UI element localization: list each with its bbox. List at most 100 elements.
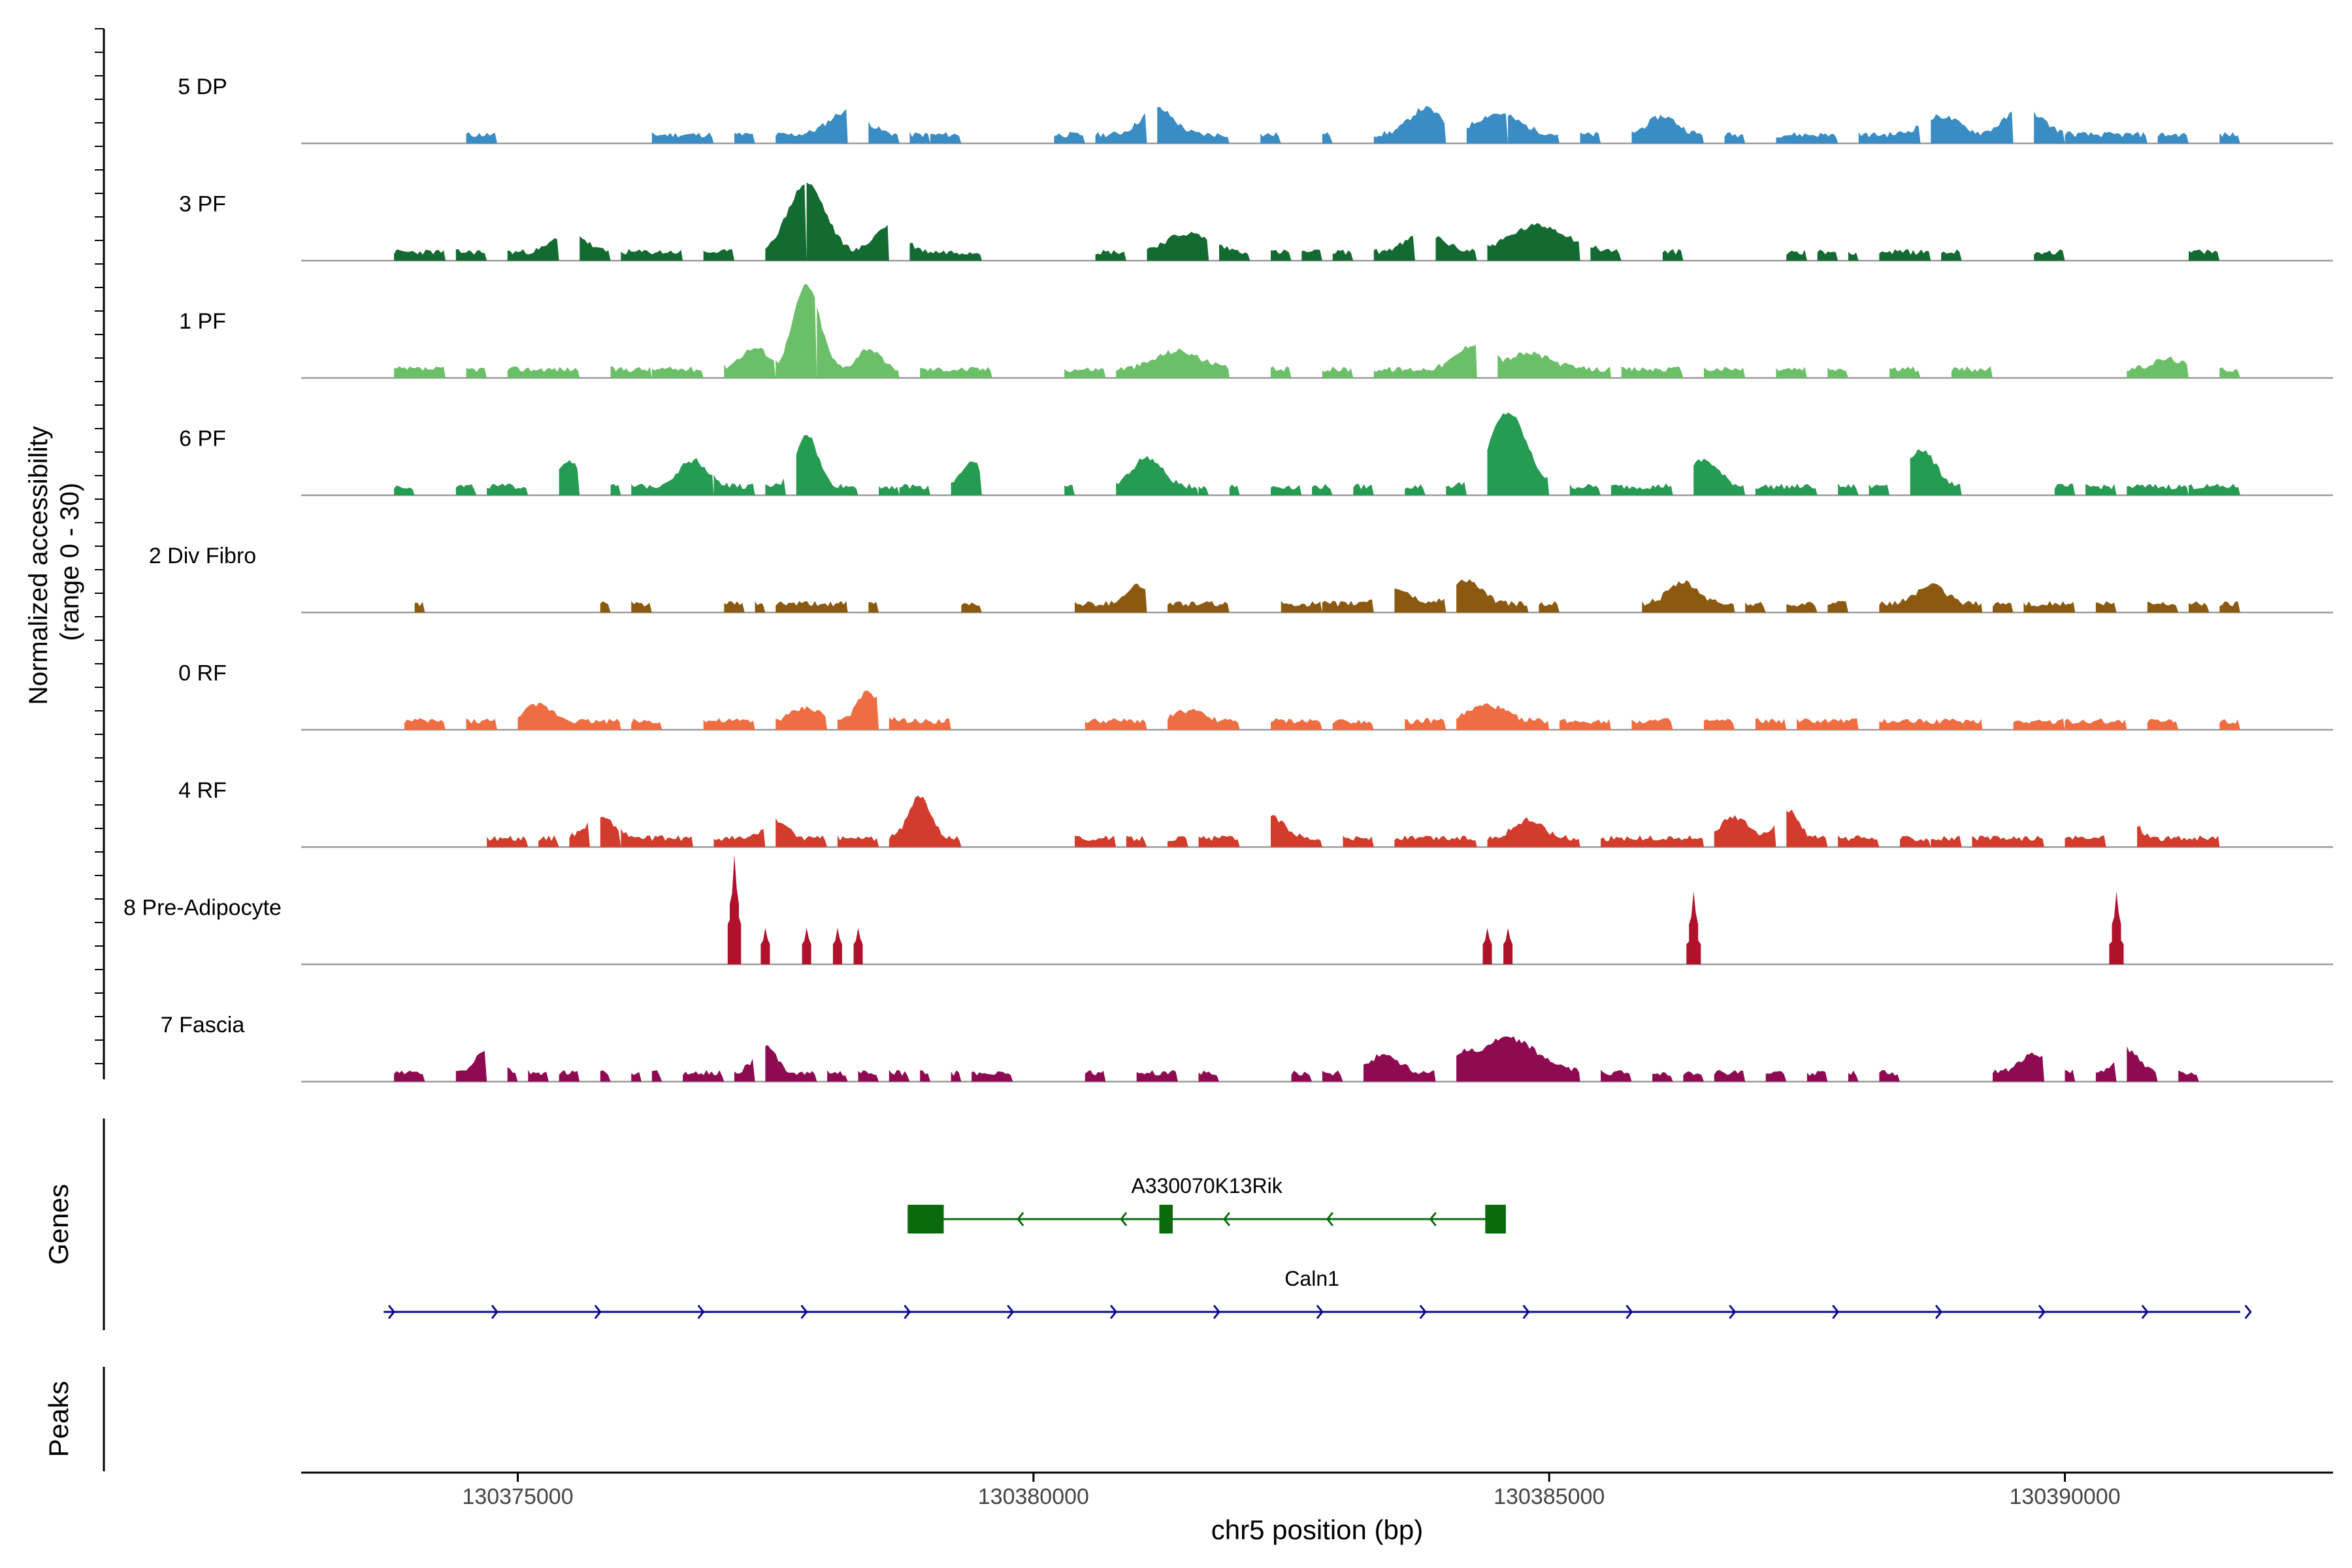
coverage-segment xyxy=(1631,115,1704,144)
coverage-segment xyxy=(1765,1071,1787,1082)
coverage-segment xyxy=(1776,367,1807,378)
coverage-segment xyxy=(1610,483,1673,495)
coverage-segment xyxy=(1487,817,1580,847)
coverage-segment xyxy=(1951,366,1993,378)
coverage-segment xyxy=(1755,483,1818,495)
coverage-segment xyxy=(1786,250,1807,261)
coverage-segment xyxy=(2189,601,2210,613)
exon xyxy=(1159,1205,1173,1233)
coverage-segment xyxy=(538,835,559,847)
coverage-segment xyxy=(1405,718,1446,730)
coverage-segment xyxy=(1095,113,1147,144)
coverage-segment xyxy=(621,828,693,847)
coverage-segment xyxy=(1858,125,1921,144)
coverage-segment xyxy=(2219,719,2240,730)
coverage-segment xyxy=(1435,236,1477,261)
coverage-segment xyxy=(2085,483,2117,495)
coverage-segment xyxy=(2034,111,2065,144)
coverage-segment xyxy=(2013,718,2065,730)
coverage-segment xyxy=(1198,485,1209,495)
coverage-segment xyxy=(2095,1062,2117,1082)
strand-arrow xyxy=(904,1305,911,1319)
track-0-rf: 0 RF xyxy=(178,661,2333,731)
coverage-segment xyxy=(972,1071,1013,1082)
coverage-segment xyxy=(517,702,621,730)
coverage-peak xyxy=(1482,928,1492,964)
coverage-segment xyxy=(1848,1070,1859,1082)
coverage-segment xyxy=(920,367,992,378)
coverage-segment xyxy=(1848,252,1859,261)
coverage-segment xyxy=(1116,348,1230,378)
coverage-segment xyxy=(817,306,900,378)
coverage-segment xyxy=(1910,449,1962,495)
coverage-segment xyxy=(1487,412,1550,495)
coverage-segment xyxy=(713,828,766,847)
coverage-segment xyxy=(1993,602,2014,613)
strand-arrow xyxy=(2244,1305,2252,1319)
coverage-peak xyxy=(832,928,842,964)
coverage-segment xyxy=(1446,482,1467,495)
gene-a330070k13rik: A330070K13Rik xyxy=(907,1174,1506,1233)
tracks-y-ticks xyxy=(95,28,104,1064)
coverage-segment xyxy=(1198,835,1240,847)
coverage-segment xyxy=(1116,455,1199,495)
coverage-segment xyxy=(683,1070,725,1082)
coverage-segment xyxy=(951,1070,962,1082)
coverage-segment xyxy=(1466,113,1509,144)
exon xyxy=(1485,1205,1506,1233)
coverage-segment xyxy=(776,818,828,847)
coverage-segment xyxy=(610,366,652,378)
coverage-segment xyxy=(776,284,817,378)
gene-caln1: Caln1 xyxy=(384,1267,2252,1319)
coverage-segment xyxy=(1301,249,1322,261)
coverage-segment xyxy=(1776,132,1838,144)
coverage-segment xyxy=(1931,836,1962,847)
strand-arrow xyxy=(2038,1305,2046,1319)
coverage-segment xyxy=(734,1058,755,1082)
coverage-segment xyxy=(1683,1071,1704,1082)
coverage-segment xyxy=(631,458,714,495)
track-label: 3 PF xyxy=(179,192,226,217)
coverage-segment xyxy=(1993,1052,2044,1082)
coverage-segment xyxy=(600,817,621,847)
coverage-segment xyxy=(1714,815,1776,847)
coverage-segment xyxy=(1879,1070,1900,1082)
coverage-segment xyxy=(1054,132,1085,144)
genes-panel-label: Genes xyxy=(43,1184,74,1265)
coverage-segment xyxy=(651,1070,662,1082)
coverage-segment xyxy=(1590,245,1622,261)
coverage-segment xyxy=(1704,367,1746,378)
coverage-segment xyxy=(1085,718,1147,730)
coverage-segment xyxy=(2065,718,2127,730)
coverage-segment xyxy=(1601,1070,1632,1082)
coverage-segment xyxy=(600,601,611,613)
strand-arrow xyxy=(2141,1305,2149,1319)
coverage-segment xyxy=(1322,132,1333,144)
strand-arrow xyxy=(800,1305,808,1319)
coverage-peak xyxy=(1503,928,1513,964)
strand-arrow xyxy=(1935,1305,1943,1319)
coverage-peak xyxy=(760,928,770,964)
coverage-segment xyxy=(734,133,755,144)
coverage-segment xyxy=(1271,485,1302,495)
coverage-segment xyxy=(1405,484,1426,495)
coverage-segment xyxy=(1147,231,1209,261)
coverage-segment xyxy=(466,718,497,730)
coverage-segment xyxy=(1394,588,1446,613)
coverage-segment xyxy=(1085,1070,1106,1082)
coverage-segment xyxy=(1373,344,1477,378)
coverage-segment xyxy=(1322,1070,1343,1082)
strand-arrow xyxy=(1326,1212,1333,1226)
coverage-peak xyxy=(2109,928,2124,964)
coverage-segment xyxy=(1745,602,1766,613)
coverage-segment xyxy=(837,690,879,730)
coverage-segment xyxy=(1271,250,1292,261)
coverage-peak xyxy=(802,928,811,964)
coverage-segment xyxy=(776,706,828,730)
coverage-segment xyxy=(1373,236,1415,261)
strand-arrow xyxy=(697,1305,705,1319)
coverage-segment xyxy=(631,601,652,613)
coverage-segment xyxy=(1621,366,1684,378)
coverage-segment xyxy=(1879,583,1983,613)
